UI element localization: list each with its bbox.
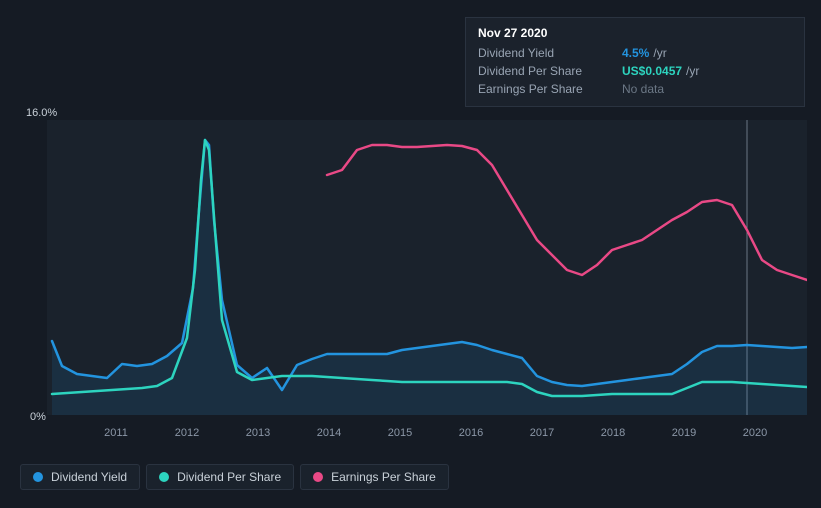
x-tick-label: 2020 (743, 427, 767, 439)
tooltip-unit: /yr (686, 64, 699, 78)
tooltip-row-earnings-per-share: Earnings Per Share No data (478, 80, 792, 98)
x-tick-label: 2013 (246, 427, 270, 439)
tooltip-row-dividend-per-share: Dividend Per Share US$0.0457 /yr (478, 62, 792, 80)
tooltip-label: Dividend Per Share (478, 64, 618, 78)
legend-label: Dividend Per Share (177, 470, 281, 484)
y-axis-label-max: 16.0% (26, 107, 57, 119)
x-tick-label: 2014 (317, 427, 341, 439)
x-tick-label: 2016 (459, 427, 483, 439)
x-tick-label: 2019 (672, 427, 696, 439)
legend-item-earnings-per-share[interactable]: Earnings Per Share (300, 464, 449, 490)
tooltip-label: Earnings Per Share (478, 82, 618, 96)
x-tick-label: 2018 (601, 427, 625, 439)
x-tick-label: 2017 (530, 427, 554, 439)
tooltip-unit: /yr (653, 46, 666, 60)
legend-label: Dividend Yield (51, 470, 127, 484)
x-axis-labels: 2011 2012 2013 2014 2015 2016 2017 2018 2019 2020 (47, 427, 807, 443)
tooltip-row-dividend-yield: Dividend Yield 4.5% /yr (478, 44, 792, 62)
legend-label: Earnings Per Share (331, 470, 436, 484)
legend-item-dividend-yield[interactable]: Dividend Yield (20, 464, 140, 490)
x-tick-label: 2012 (175, 427, 199, 439)
legend-item-dividend-per-share[interactable]: Dividend Per Share (146, 464, 294, 490)
tooltip-value: 4.5% (622, 46, 649, 60)
x-tick-label: 2011 (104, 427, 128, 439)
legend-swatch (33, 472, 43, 482)
tooltip-nodata: No data (622, 82, 664, 96)
y-axis-label-min: 0% (30, 411, 46, 423)
x-tick-label: 2015 (388, 427, 412, 439)
chart-svg[interactable] (47, 120, 807, 415)
legend-swatch (313, 472, 323, 482)
tooltip-date: Nov 27 2020 (478, 26, 792, 40)
tooltip-value: US$0.0457 (622, 64, 682, 78)
chart-legend: Dividend Yield Dividend Per Share Earnin… (20, 464, 449, 490)
legend-swatch (159, 472, 169, 482)
chart-area: 16.0% 0% Past 20112012201320142015201620… (20, 105, 810, 445)
tooltip-label: Dividend Yield (478, 46, 618, 60)
chart-tooltip: Nov 27 2020 Dividend Yield 4.5% /yr Divi… (465, 17, 805, 107)
